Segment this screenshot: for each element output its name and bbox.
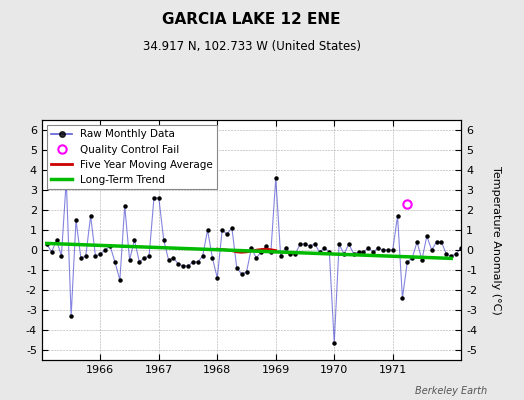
Text: GARCIA LAKE 12 ENE: GARCIA LAKE 12 ENE [162,12,341,27]
Text: 34.917 N, 102.733 W (United States): 34.917 N, 102.733 W (United States) [143,40,361,53]
Legend: Raw Monthly Data, Quality Control Fail, Five Year Moving Average, Long-Term Tren: Raw Monthly Data, Quality Control Fail, … [47,125,217,189]
Text: Berkeley Earth: Berkeley Earth [415,386,487,396]
Y-axis label: Temperature Anomaly (°C): Temperature Anomaly (°C) [491,166,501,314]
